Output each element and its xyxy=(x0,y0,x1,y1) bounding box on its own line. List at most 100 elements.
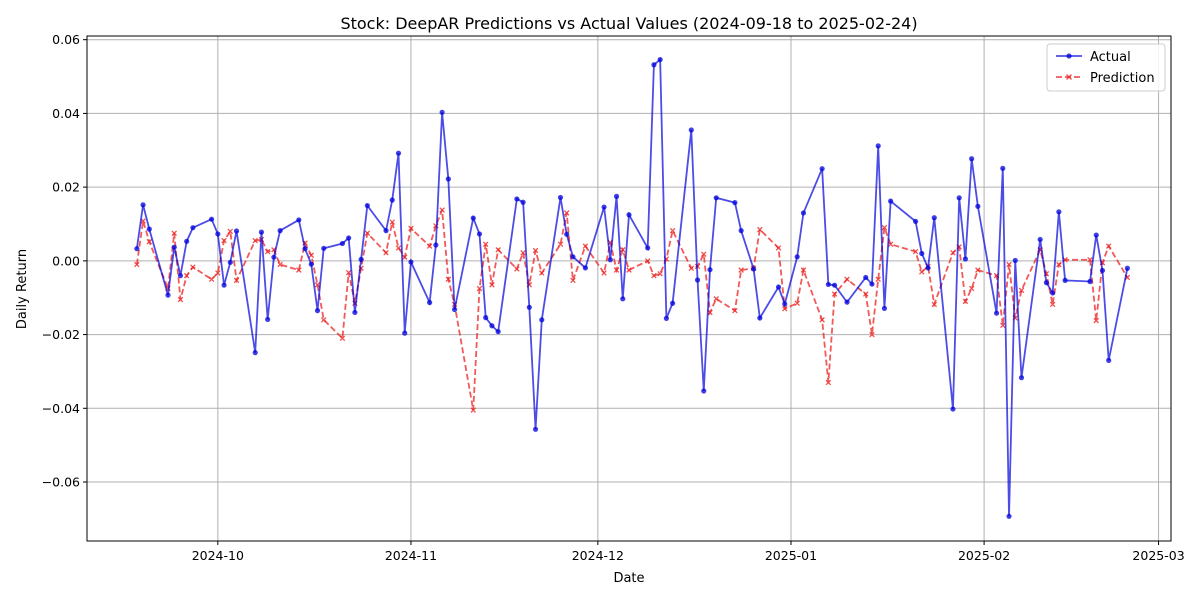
actual-point xyxy=(888,198,894,204)
actual-point xyxy=(601,204,607,210)
actual-point xyxy=(483,315,489,321)
y-tick-label: −0.06 xyxy=(42,475,80,490)
actual-point xyxy=(732,200,738,206)
actual-point xyxy=(140,202,146,208)
actual-point xyxy=(445,176,451,182)
chart-title: Stock: DeepAR Predictions vs Actual Valu… xyxy=(340,14,917,33)
actual-point xyxy=(165,292,171,298)
actual-series-line xyxy=(135,57,1129,517)
prediction-point xyxy=(875,276,881,283)
actual-point xyxy=(233,228,240,234)
actual-point xyxy=(775,284,782,290)
prediction-point xyxy=(476,285,483,292)
actual-point xyxy=(1037,236,1043,243)
x-tick-label: 2024-11 xyxy=(385,548,437,563)
actual-point xyxy=(688,127,694,133)
legend-prediction-label: Prediction xyxy=(1090,71,1155,86)
actual-point xyxy=(489,323,495,329)
legend-actual-label: Actual xyxy=(1090,50,1131,65)
actual-point xyxy=(626,212,632,218)
prediction-point xyxy=(862,291,869,297)
actual-point xyxy=(408,259,414,265)
actual-point xyxy=(993,310,1000,316)
prediction-point xyxy=(688,265,695,271)
x-tick-label: 2024-12 xyxy=(572,548,624,563)
prediction-point xyxy=(950,249,956,256)
actual-point xyxy=(215,231,221,237)
actual-point xyxy=(1018,375,1025,381)
prediction-point xyxy=(620,247,626,253)
actual-point xyxy=(975,203,981,209)
prediction-point xyxy=(482,241,489,248)
actual-point xyxy=(564,231,570,237)
actual-point xyxy=(713,195,719,201)
actual-point xyxy=(1099,267,1106,274)
prediction-point xyxy=(1105,243,1112,249)
prediction-point xyxy=(1093,317,1099,324)
prediction-point xyxy=(296,267,302,273)
actual-point xyxy=(751,266,757,272)
prediction-point xyxy=(171,230,177,236)
actual-point xyxy=(184,238,190,244)
actual-point xyxy=(950,406,956,412)
prediction-point xyxy=(208,276,215,283)
prediction-point xyxy=(912,248,919,255)
actual-point xyxy=(302,246,308,252)
x-tick-label: 2025-02 xyxy=(958,548,1010,563)
prediction-point xyxy=(1056,261,1062,268)
actual-point xyxy=(1124,265,1130,271)
actual-point xyxy=(863,274,869,281)
prediction-point xyxy=(919,269,925,275)
prediction-point xyxy=(489,282,495,288)
actual-point xyxy=(402,330,408,336)
actual-point xyxy=(645,245,651,251)
actual-point xyxy=(694,277,701,283)
actual-point xyxy=(1106,357,1112,363)
prediction-point xyxy=(514,266,520,272)
prediction-point xyxy=(975,267,981,273)
prediction-point xyxy=(495,247,501,253)
prediction-series-line xyxy=(135,209,1129,411)
prediction-point xyxy=(869,331,875,338)
actual-point xyxy=(919,250,925,257)
actual-point xyxy=(607,257,613,263)
actual-point xyxy=(308,261,314,267)
prediction-point xyxy=(345,269,352,276)
y-tick-label: −0.02 xyxy=(42,327,80,342)
actual-point xyxy=(1000,165,1006,171)
actual-point xyxy=(514,196,520,202)
actual-point xyxy=(881,305,888,312)
actual-point xyxy=(825,281,831,288)
legend: Actual Prediction xyxy=(1046,43,1166,92)
y-tick-label: 0.06 xyxy=(52,32,80,47)
prediction-point xyxy=(389,219,396,225)
actual-point xyxy=(794,254,800,260)
prediction-point xyxy=(383,249,389,256)
plot-frame xyxy=(86,35,1172,542)
prediction-point xyxy=(1000,322,1006,329)
actual-point xyxy=(1050,290,1056,296)
prediction-point xyxy=(613,267,620,273)
actual-point xyxy=(526,304,532,310)
axes: 2024-10 2024-11 2024-12 2025-01 2025-02 2025-… xyxy=(42,32,1185,563)
prediction-point xyxy=(227,228,234,235)
prediction-point xyxy=(931,301,938,308)
y-axis-title: Daily Return xyxy=(15,249,30,329)
y-tick-label: 0.02 xyxy=(52,180,80,195)
actual-point xyxy=(134,246,140,252)
prediction-point xyxy=(1087,256,1093,263)
actual-point xyxy=(819,166,825,172)
actual-point xyxy=(265,316,271,323)
actual-point xyxy=(670,300,676,306)
actual-point xyxy=(439,109,445,115)
actual-point xyxy=(1012,257,1018,264)
prediction-point xyxy=(539,270,545,276)
prediction-point xyxy=(177,296,184,303)
actual-point xyxy=(969,156,975,162)
actual-point xyxy=(782,301,788,307)
actual-point xyxy=(296,217,302,223)
actual-point xyxy=(557,194,564,201)
prediction-point xyxy=(800,267,807,273)
series-layer xyxy=(134,56,1131,519)
prediction-point xyxy=(445,276,452,283)
